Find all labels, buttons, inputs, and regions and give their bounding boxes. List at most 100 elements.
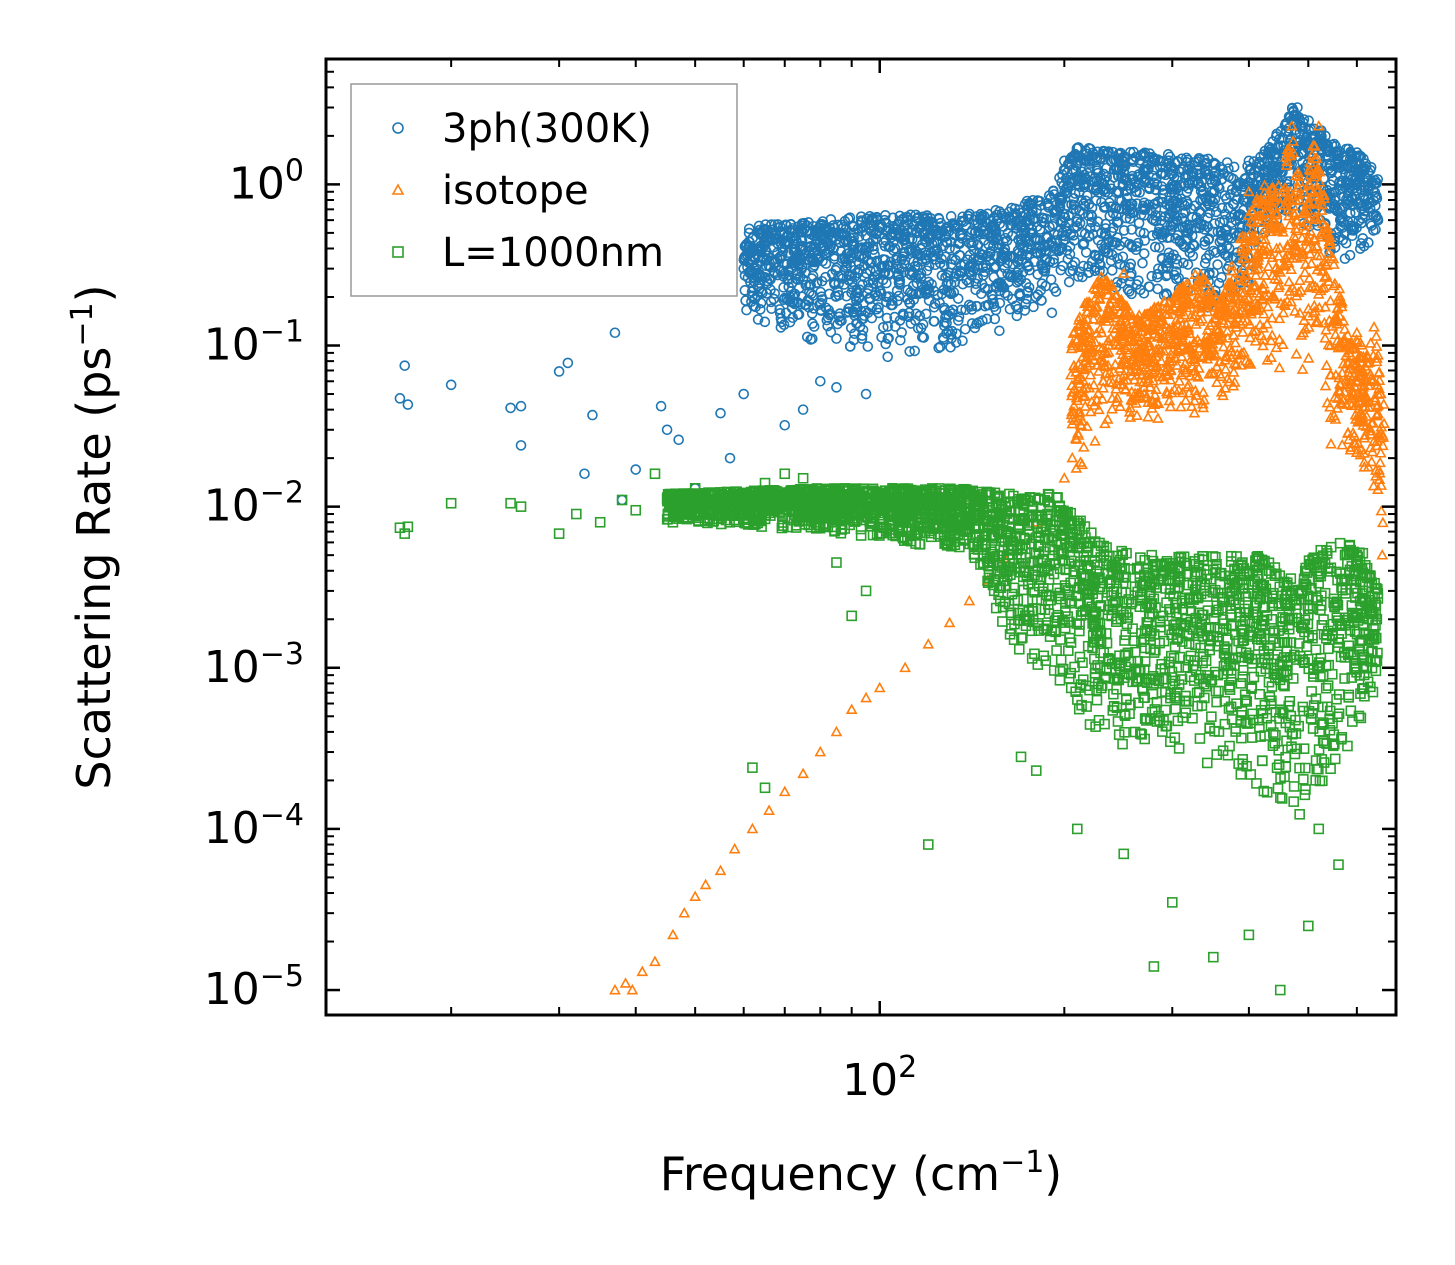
data-point <box>1202 348 1214 359</box>
data-point <box>1331 402 1344 413</box>
data-point <box>1107 239 1118 251</box>
data-point <box>1240 591 1252 602</box>
data-point <box>1274 199 1287 210</box>
data-point <box>859 310 870 321</box>
data-point <box>1355 371 1368 382</box>
data-point <box>1124 411 1137 422</box>
data-point <box>1304 247 1316 259</box>
data-point <box>1192 217 1204 229</box>
data-point <box>851 287 862 299</box>
data-point <box>1163 247 1175 259</box>
data-point <box>1172 156 1184 168</box>
data-point <box>904 298 916 309</box>
data-point <box>804 233 815 245</box>
data-point <box>797 404 809 415</box>
data-point <box>971 301 983 312</box>
data-point <box>750 301 761 313</box>
data-point <box>1097 382 1110 393</box>
data-point <box>1329 391 1341 402</box>
data-point <box>1098 145 1109 157</box>
data-point <box>1153 226 1164 238</box>
data-point <box>1152 268 1163 280</box>
data-point <box>1202 292 1215 304</box>
data-point <box>1249 279 1261 290</box>
data-point <box>1234 209 1246 220</box>
data-point <box>753 220 765 232</box>
data-point <box>1156 252 1168 264</box>
data-point <box>1360 390 1373 402</box>
data-point <box>1355 151 1367 162</box>
data-point <box>1068 325 1081 336</box>
data-point <box>799 244 811 256</box>
data-point <box>883 259 894 271</box>
data-point <box>938 334 950 345</box>
data-point <box>1203 168 1214 180</box>
data-point <box>1328 187 1340 198</box>
data-point <box>1283 275 1295 287</box>
data-point <box>667 928 679 940</box>
data-point <box>1234 349 1247 360</box>
data-point <box>745 245 756 257</box>
data-point <box>1255 194 1268 206</box>
data-point <box>1047 220 1058 232</box>
data-point <box>1244 331 1256 343</box>
data-point <box>1371 409 1383 421</box>
data-point <box>963 210 975 222</box>
data-point <box>1072 175 1084 187</box>
data-point <box>981 313 993 325</box>
data-point <box>871 256 883 267</box>
data-point <box>1289 239 1302 251</box>
data-point <box>1127 354 1139 365</box>
data-point <box>1285 119 1298 131</box>
data-point <box>843 306 854 317</box>
data-point <box>1182 170 1194 182</box>
data-point <box>909 345 920 357</box>
data-point <box>941 328 952 339</box>
data-point <box>1084 405 1097 417</box>
data-point <box>1165 168 1177 179</box>
data-point <box>872 290 884 302</box>
data-point <box>738 388 750 400</box>
data-point <box>1117 378 1130 390</box>
data-point <box>964 249 976 261</box>
data-point <box>1087 378 1100 390</box>
data-point <box>1360 410 1373 421</box>
data-point <box>1066 451 1079 463</box>
data-point <box>1370 470 1382 481</box>
data-point <box>1312 164 1324 175</box>
data-point <box>988 301 1000 313</box>
data-point <box>888 237 899 248</box>
data-point <box>1313 301 1326 313</box>
data-point <box>1078 389 1091 401</box>
data-point <box>1032 269 1044 280</box>
data-point <box>1022 241 1033 253</box>
data-point <box>1295 284 1307 296</box>
data-point <box>1213 333 1226 344</box>
data-point <box>1257 283 1270 294</box>
data-point <box>1181 227 1192 238</box>
data-point <box>1116 330 1128 341</box>
data-point <box>1375 504 1388 516</box>
data-point <box>1358 456 1371 467</box>
data-point <box>1112 372 1125 384</box>
data-point <box>1186 360 1199 371</box>
data-point <box>976 211 988 223</box>
data-point <box>945 287 956 298</box>
data-point <box>855 215 867 226</box>
data-point <box>1170 314 1183 325</box>
data-point <box>1180 288 1192 300</box>
data-point <box>763 804 775 815</box>
data-point <box>772 219 784 230</box>
data-point <box>1103 366 1116 378</box>
data-point <box>1292 166 1305 178</box>
data-point <box>1322 247 1335 259</box>
data-point <box>1259 269 1272 280</box>
data-point <box>1168 383 1181 394</box>
data-point <box>1232 180 1243 192</box>
data-point <box>1125 331 1138 343</box>
data-point <box>1081 420 1093 431</box>
data-point <box>1224 189 1236 200</box>
data-point <box>1269 151 1280 163</box>
data-point <box>1122 346 1135 358</box>
data-point <box>924 229 936 241</box>
